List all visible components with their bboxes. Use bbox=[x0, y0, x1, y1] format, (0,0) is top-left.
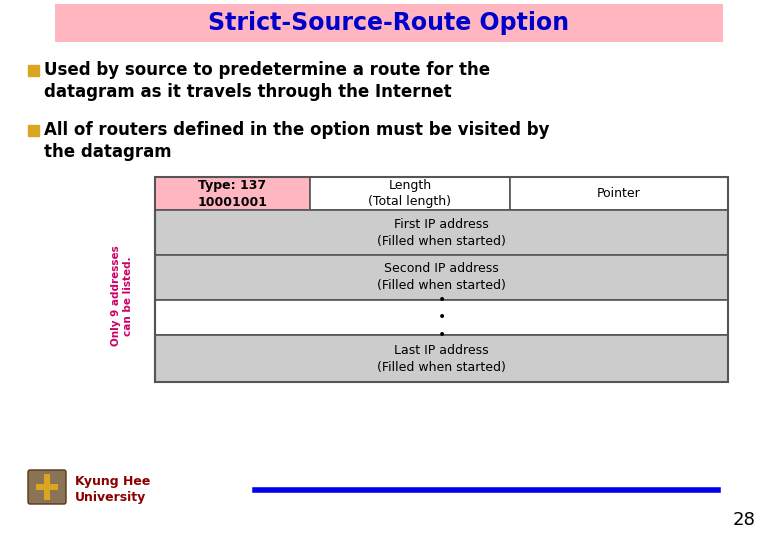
Bar bbox=[44, 474, 50, 500]
Text: All of routers defined in the option must be visited by: All of routers defined in the option mus… bbox=[44, 121, 549, 139]
Text: Kyung Hee: Kyung Hee bbox=[75, 476, 151, 489]
Bar bbox=[155, 255, 728, 300]
Text: Used by source to predetermine a route for the: Used by source to predetermine a route f… bbox=[44, 61, 490, 79]
Bar bbox=[510, 177, 728, 210]
Text: Strict-Source-Route Option: Strict-Source-Route Option bbox=[208, 11, 569, 35]
Text: the datagram: the datagram bbox=[44, 143, 172, 161]
FancyBboxPatch shape bbox=[28, 470, 66, 504]
Text: datagram as it travels through the Internet: datagram as it travels through the Inter… bbox=[44, 83, 452, 101]
Text: 28: 28 bbox=[732, 511, 755, 529]
Bar bbox=[155, 300, 728, 335]
Text: Last IP address
(Filled when started): Last IP address (Filled when started) bbox=[377, 343, 506, 374]
Bar bbox=[28, 468, 66, 512]
Bar bbox=[36, 484, 58, 490]
Text: •
•
•: • • • bbox=[438, 293, 445, 342]
Bar bbox=[28, 125, 39, 136]
Text: Length
(Total length): Length (Total length) bbox=[368, 179, 452, 208]
Bar bbox=[155, 335, 728, 382]
Bar bbox=[155, 177, 728, 382]
Text: Pointer: Pointer bbox=[597, 187, 641, 200]
Bar bbox=[310, 177, 510, 210]
Bar bbox=[155, 177, 310, 210]
Text: Second IP address
(Filled when started): Second IP address (Filled when started) bbox=[377, 262, 506, 293]
Bar bbox=[28, 64, 39, 76]
Text: First IP address
(Filled when started): First IP address (Filled when started) bbox=[377, 218, 506, 247]
Text: Only 9 addresses
can be listed.: Only 9 addresses can be listed. bbox=[112, 246, 133, 346]
Bar bbox=[55, 4, 723, 42]
Text: University: University bbox=[75, 490, 147, 503]
Text: Type: 137
10001001: Type: 137 10001001 bbox=[197, 179, 268, 208]
Bar bbox=[155, 210, 728, 255]
